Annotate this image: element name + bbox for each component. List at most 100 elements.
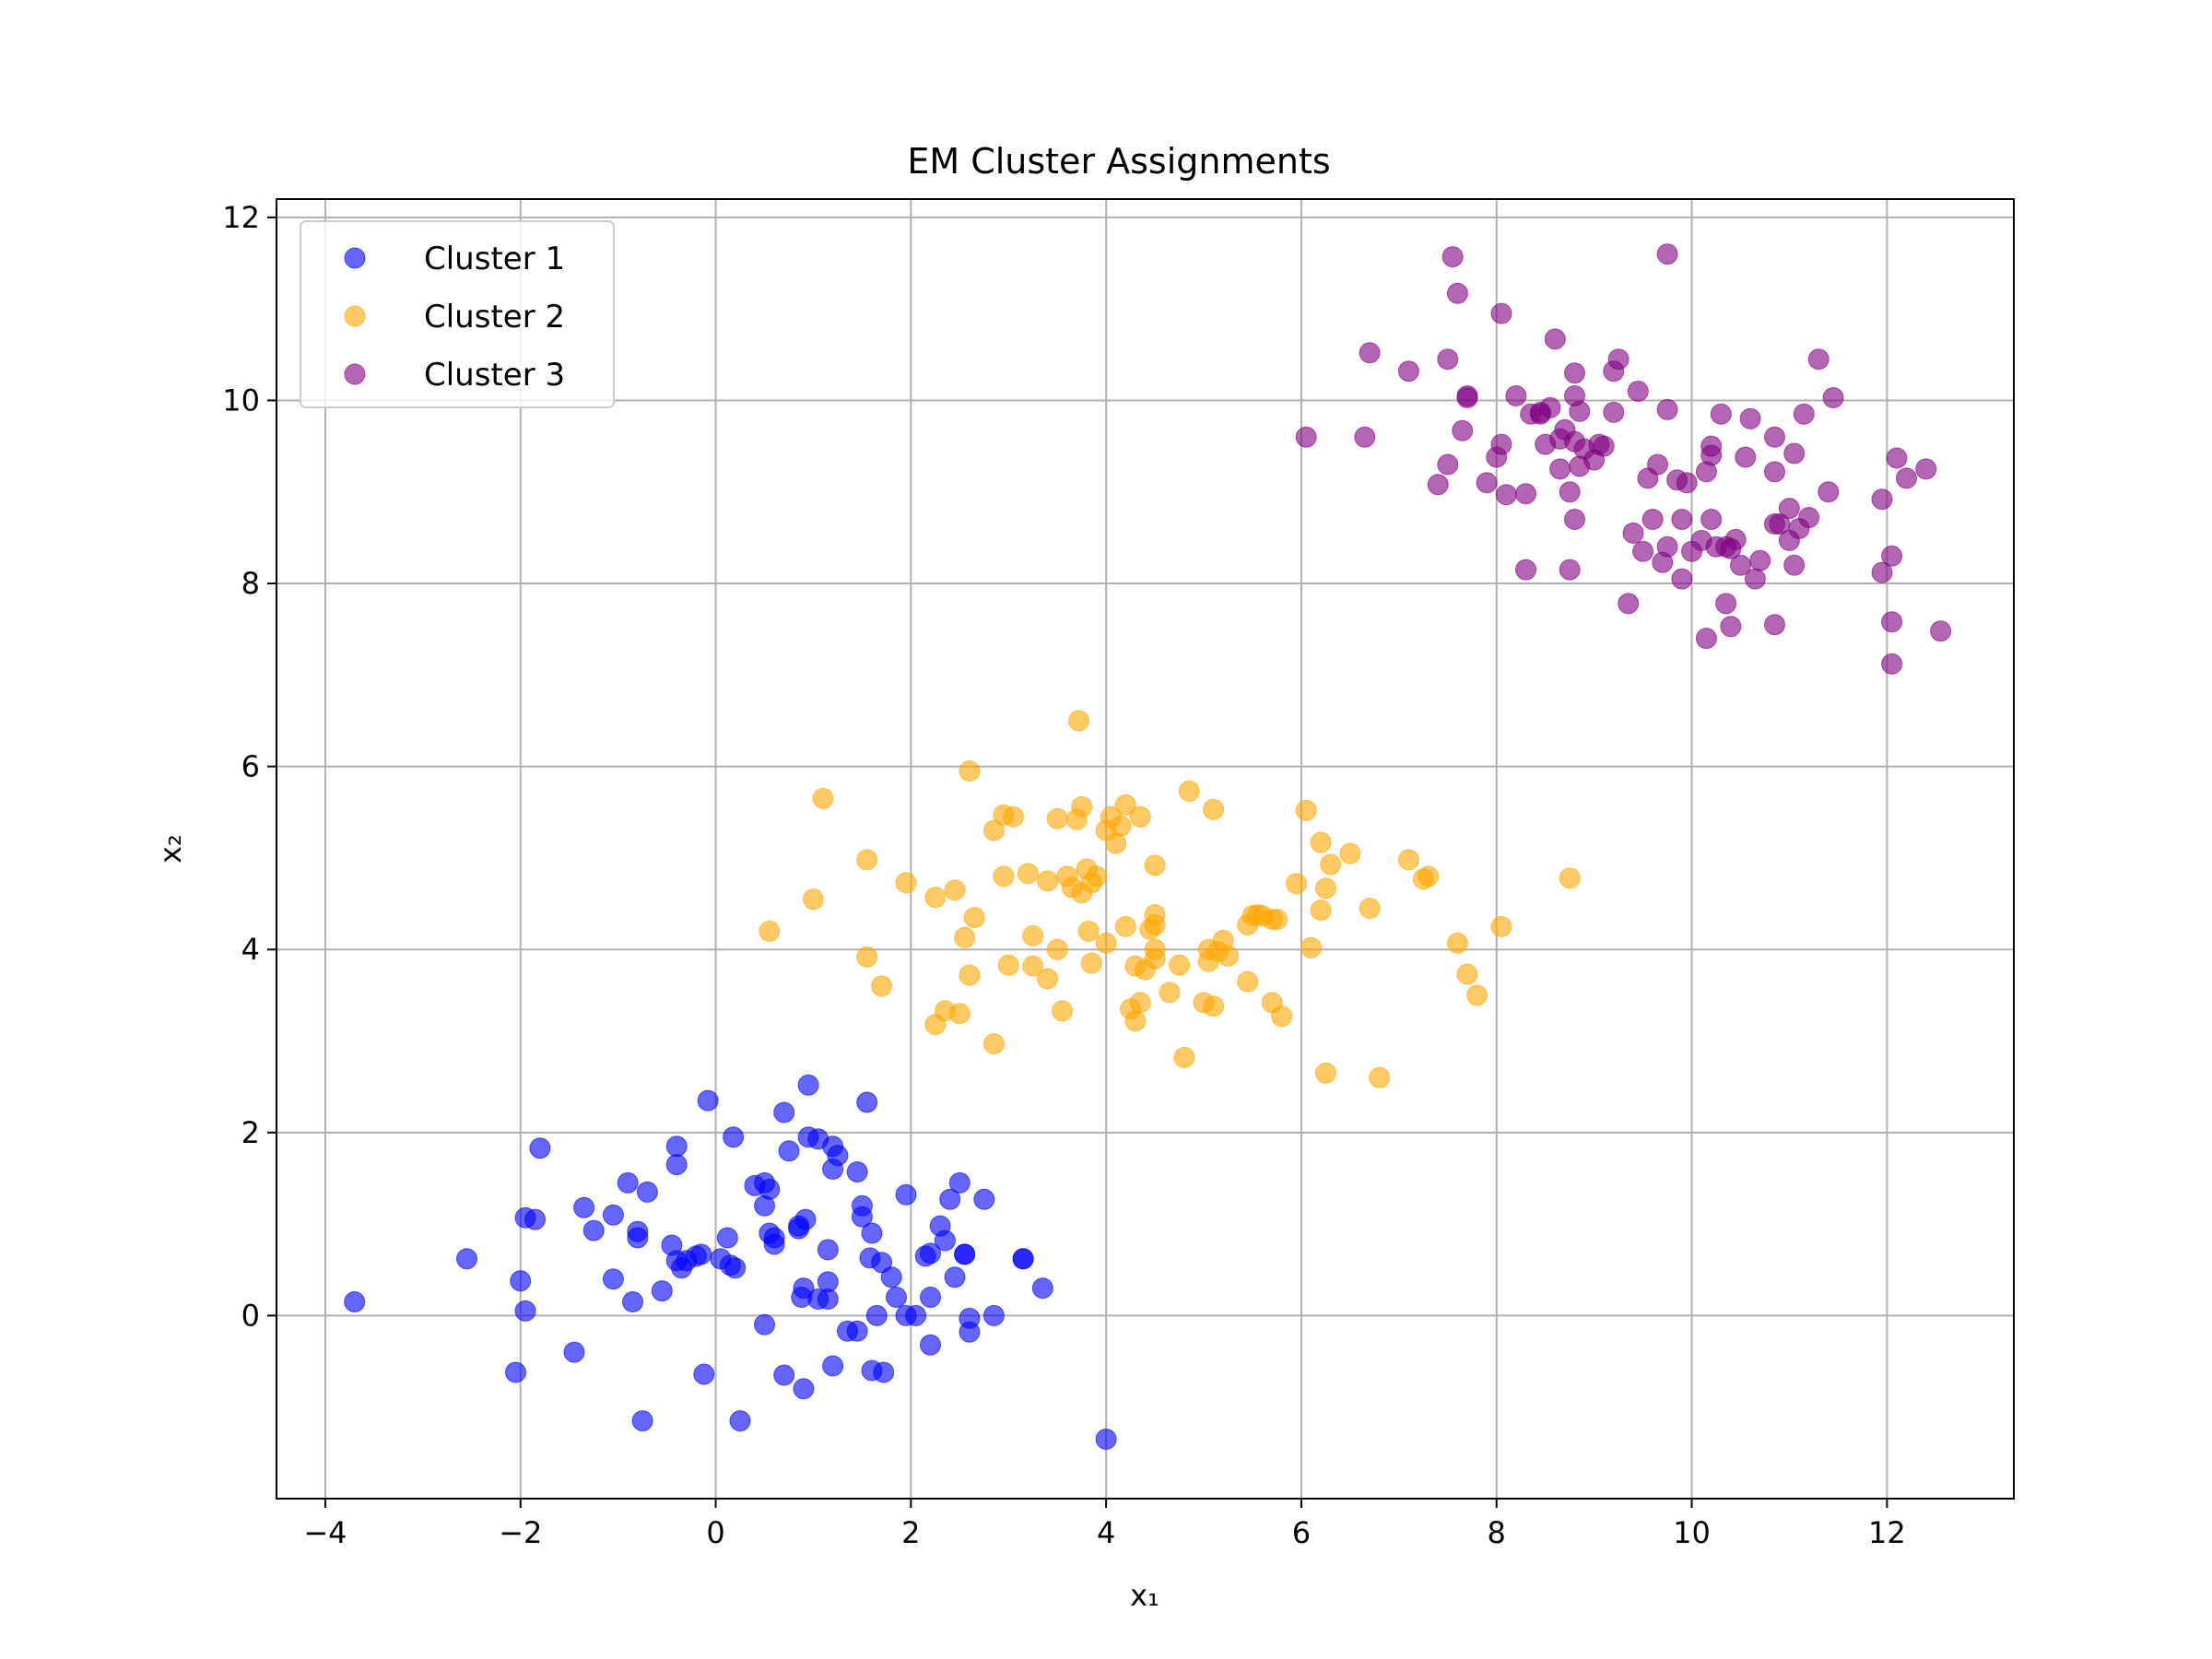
data-points bbox=[344, 243, 1952, 1450]
data-point bbox=[1037, 870, 1059, 892]
data-point bbox=[1569, 400, 1591, 422]
data-point bbox=[1144, 913, 1166, 935]
data-point bbox=[1783, 554, 1806, 576]
data-point bbox=[1515, 559, 1536, 581]
data-point bbox=[529, 1137, 551, 1159]
data-point bbox=[1071, 795, 1093, 818]
data-point bbox=[1656, 243, 1678, 265]
data-point bbox=[1046, 807, 1068, 830]
data-point bbox=[1783, 442, 1806, 465]
data-point bbox=[1012, 1248, 1034, 1270]
data-point bbox=[1656, 535, 1678, 558]
y-tick-label: 2 bbox=[241, 1115, 260, 1150]
data-point bbox=[1700, 509, 1723, 530]
data-point bbox=[1397, 360, 1419, 382]
data-point bbox=[563, 1341, 585, 1363]
data-point bbox=[1003, 806, 1024, 828]
data-point bbox=[759, 920, 781, 942]
data-point bbox=[1641, 509, 1664, 530]
data-point bbox=[871, 1252, 893, 1274]
data-point bbox=[510, 1270, 532, 1292]
data-point bbox=[856, 946, 878, 968]
data-point bbox=[1237, 971, 1259, 993]
data-point bbox=[1086, 865, 1108, 888]
data-point bbox=[1052, 1000, 1073, 1022]
data-point bbox=[651, 1280, 673, 1302]
data-point bbox=[1798, 507, 1820, 528]
data-point bbox=[1068, 710, 1089, 732]
data-point bbox=[1310, 831, 1332, 853]
data-point bbox=[1881, 545, 1903, 567]
x-tick-label: 6 bbox=[1292, 1515, 1311, 1550]
data-point bbox=[959, 760, 981, 782]
data-point bbox=[1720, 616, 1742, 638]
data-point bbox=[1359, 342, 1381, 364]
data-point bbox=[617, 1171, 639, 1194]
data-point bbox=[344, 1291, 366, 1312]
data-point bbox=[1603, 401, 1625, 423]
x-tick-label: 12 bbox=[1868, 1515, 1906, 1550]
data-point bbox=[1881, 653, 1903, 675]
data-point bbox=[934, 1230, 956, 1252]
data-point bbox=[1618, 593, 1640, 615]
data-point bbox=[1735, 446, 1757, 468]
data-point bbox=[1466, 984, 1488, 1006]
x-axis-ticks: −4 −2 0 2 4 6 8 10 12 bbox=[303, 1499, 1906, 1550]
data-point bbox=[1490, 915, 1512, 937]
data-point bbox=[1124, 1010, 1147, 1032]
data-point bbox=[982, 1304, 1005, 1326]
data-point bbox=[1549, 458, 1571, 480]
data-point bbox=[873, 1361, 895, 1383]
data-point bbox=[793, 1277, 815, 1300]
data-point bbox=[1871, 488, 1893, 511]
data-point bbox=[1456, 963, 1478, 985]
data-point bbox=[729, 1410, 751, 1432]
data-point bbox=[636, 1181, 658, 1203]
data-point bbox=[1764, 426, 1785, 448]
data-point bbox=[1818, 481, 1840, 503]
data-point bbox=[1456, 387, 1478, 408]
data-point bbox=[723, 1126, 745, 1148]
data-point bbox=[920, 1242, 941, 1265]
data-point bbox=[1369, 1066, 1391, 1088]
legend-marker bbox=[344, 247, 366, 269]
data-point bbox=[1915, 458, 1937, 480]
data-point bbox=[1476, 472, 1498, 494]
data-point bbox=[944, 879, 966, 901]
data-point bbox=[665, 1135, 688, 1158]
data-point bbox=[1300, 936, 1322, 959]
data-point bbox=[1310, 900, 1332, 921]
data-point bbox=[1446, 282, 1468, 304]
data-point bbox=[954, 1243, 976, 1265]
data-point bbox=[1271, 1006, 1293, 1028]
data-point bbox=[773, 1364, 795, 1386]
data-point bbox=[1490, 302, 1512, 324]
data-point bbox=[1397, 849, 1419, 871]
data-point bbox=[1710, 403, 1732, 425]
data-point bbox=[851, 1206, 873, 1228]
data-point bbox=[1218, 945, 1239, 967]
data-point bbox=[1339, 842, 1361, 865]
data-point bbox=[773, 1101, 795, 1124]
data-point bbox=[724, 1257, 747, 1279]
legend-label: Cluster 2 bbox=[424, 299, 565, 335]
x-tick-label: 0 bbox=[706, 1515, 724, 1550]
data-point bbox=[1871, 561, 1893, 583]
data-point bbox=[622, 1291, 643, 1312]
data-point bbox=[817, 1288, 839, 1310]
data-point bbox=[1203, 798, 1225, 820]
x-tick-label: 8 bbox=[1488, 1515, 1506, 1550]
data-point bbox=[948, 1171, 971, 1194]
data-point bbox=[1046, 938, 1068, 960]
data-point bbox=[759, 1178, 781, 1200]
data-point bbox=[505, 1361, 526, 1383]
data-point bbox=[1095, 1429, 1117, 1450]
data-point bbox=[1656, 398, 1678, 420]
data-point bbox=[1695, 628, 1717, 650]
y-tick-label: 0 bbox=[241, 1298, 260, 1333]
data-point bbox=[997, 954, 1019, 976]
data-point bbox=[1295, 426, 1317, 448]
data-point bbox=[1022, 924, 1044, 947]
legend-label: Cluster 1 bbox=[424, 241, 565, 277]
y-tick-label: 6 bbox=[241, 749, 260, 784]
